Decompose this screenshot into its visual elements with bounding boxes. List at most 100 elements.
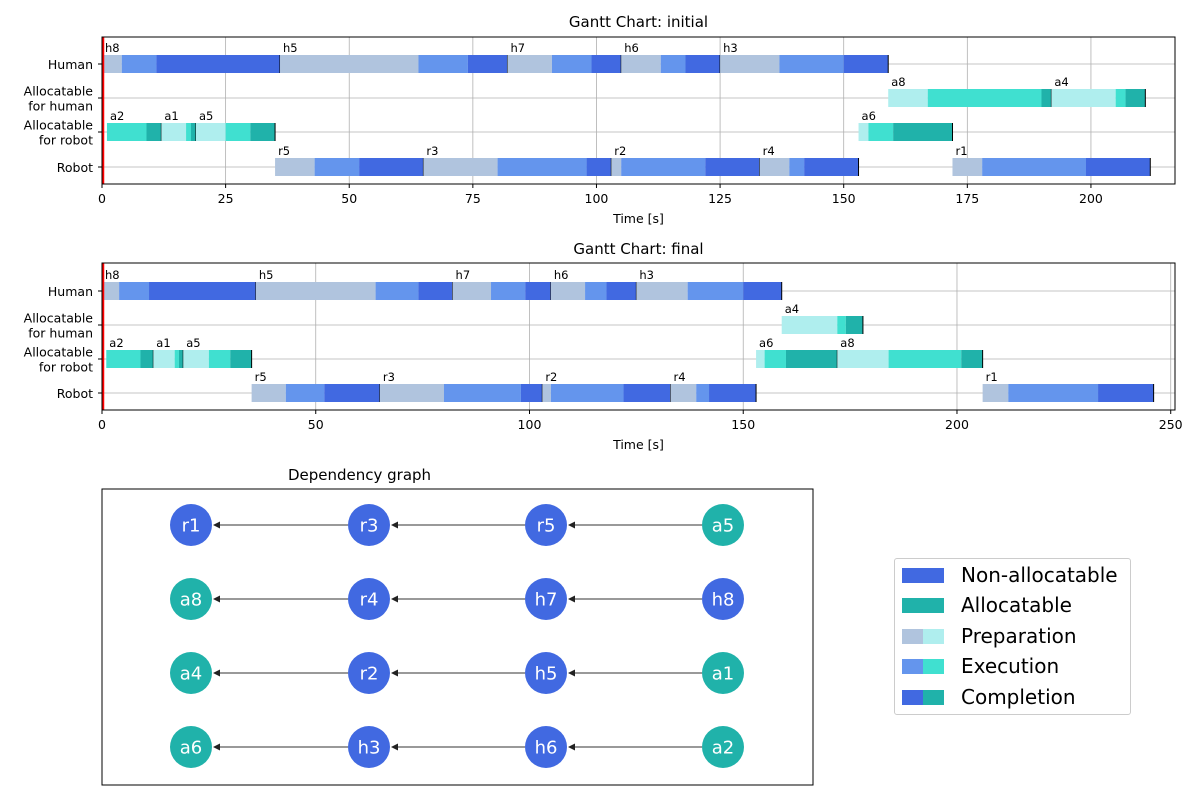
graph-title: Dependency graph	[288, 466, 431, 484]
graph-node-label: a5	[712, 516, 734, 537]
gantt-bar-exec	[585, 282, 607, 300]
graph-node	[170, 578, 212, 620]
graph-node-label: h3	[358, 738, 381, 759]
x-tick-label: 50	[308, 417, 324, 432]
x-tick-label: 175	[955, 191, 979, 206]
legend-item-completion: Completion	[902, 682, 1076, 712]
graph-frame	[101, 488, 814, 786]
gantt-bar-comp	[709, 384, 757, 402]
graph-node-label: r5	[537, 516, 556, 537]
gantt-bar-prep	[982, 384, 1009, 402]
graph-node-label: h5	[535, 664, 558, 685]
gantt-bar-prep	[670, 384, 697, 402]
graph-node	[702, 504, 744, 546]
gantt-bar-exec	[375, 282, 419, 300]
gantt-bar-comp	[804, 158, 859, 176]
y-tick-label: Robot	[57, 160, 93, 175]
gantt-bar-exec	[868, 123, 894, 141]
graph-edge-arrow	[391, 669, 398, 677]
x-tick-label: 100	[585, 191, 609, 206]
gantt-bar-comp	[785, 350, 838, 368]
legend-item-preparation: Preparation	[902, 621, 1077, 651]
task-label: a1	[164, 109, 178, 123]
x-tick-label: 50	[341, 191, 357, 206]
task-label: h6	[554, 268, 569, 282]
gantt-bar-exec	[888, 350, 962, 368]
gantt-bar-comp	[250, 123, 276, 141]
graph-node-label: r1	[182, 516, 201, 537]
task-label: a6	[862, 109, 876, 123]
gantt-bar-prep	[195, 123, 226, 141]
task-label: h7	[510, 41, 525, 55]
plot-frame	[101, 36, 1176, 185]
gantt-bar-exec	[443, 384, 521, 402]
graph-node-label: a4	[180, 664, 202, 685]
gantt-bar-comp	[324, 384, 380, 402]
y-tick-label: Allocatable	[24, 118, 94, 133]
legend-label: Completion	[961, 685, 1076, 709]
gantt-bar-exec	[1115, 89, 1126, 107]
y-tick-label: Allocatable	[24, 345, 94, 360]
graph-node	[525, 726, 567, 768]
task-label: h8	[105, 268, 120, 282]
task-label: h5	[283, 41, 298, 55]
gantt-bar-exec	[982, 158, 1086, 176]
legend-item-non-allocatable: Non-allocatable	[902, 560, 1118, 590]
gantt-bar-exec	[174, 350, 179, 368]
x-axis-label: Time [s]	[612, 211, 664, 226]
gantt-bar-prep	[1051, 89, 1116, 107]
task-label: h3	[639, 268, 654, 282]
gantt-bar-prep	[280, 55, 419, 73]
graph-edge-arrow	[213, 743, 220, 751]
gantt-bar-exec	[225, 123, 251, 141]
gantt-bar-exec	[696, 384, 710, 402]
y-tick-label: for robot	[39, 133, 93, 148]
graph-node-label: r3	[360, 516, 379, 537]
gantt-bar-prep	[720, 55, 780, 73]
legend-swatch-1	[902, 658, 923, 674]
gantt-bar-prep	[759, 158, 790, 176]
graph-node-label: h7	[535, 590, 558, 611]
gantt-bar-comp	[467, 55, 508, 73]
gantt-bar-comp	[146, 123, 162, 141]
task-label: a8	[891, 75, 905, 89]
gantt-bar-prep	[756, 350, 765, 368]
task-label: r3	[426, 144, 438, 158]
graph-node	[170, 652, 212, 694]
gantt-bar-exec	[1008, 384, 1099, 402]
x-tick-label: 150	[832, 191, 856, 206]
graph-node	[170, 504, 212, 546]
task-label: r2	[614, 144, 626, 158]
legend-swatch-2	[923, 689, 944, 705]
gantt-bar-exec	[418, 55, 468, 73]
x-axis-label: Time [s]	[612, 437, 664, 452]
gantt-bar-prep	[251, 384, 286, 402]
gantt-bar-comp	[606, 282, 637, 300]
x-tick-label: 150	[731, 417, 755, 432]
graph-edge-arrow	[213, 595, 220, 603]
legend-label: Execution	[961, 654, 1060, 678]
task-label: r3	[383, 370, 395, 384]
gantt-bar-prep	[183, 350, 209, 368]
legend: Non-allocatable Allocatable Preparation …	[894, 558, 1131, 715]
x-tick-label: 250	[1159, 417, 1183, 432]
gantt-bar-comp	[623, 384, 671, 402]
gantt-bar-exec	[106, 350, 141, 368]
gantt-bar-prep	[621, 55, 661, 73]
gantt-bar-prep	[781, 316, 838, 334]
gantt-bar-exec	[186, 123, 192, 141]
legend-item-execution: Execution	[902, 651, 1059, 681]
graph-node-label: r2	[360, 664, 379, 685]
gantt-bar-comp	[845, 316, 863, 334]
gantt-bar-comp	[961, 350, 983, 368]
gantt-bar-exec	[621, 158, 706, 176]
graph-node	[348, 504, 390, 546]
gantt-bar-prep	[452, 282, 492, 300]
gantt-bar-comp	[685, 55, 721, 73]
gantt-bar-prep	[153, 350, 175, 368]
graph-edge-arrow	[391, 595, 398, 603]
gantt-bar-comp	[520, 384, 543, 402]
task-label: a6	[759, 336, 773, 350]
task-label: r1	[986, 370, 998, 384]
